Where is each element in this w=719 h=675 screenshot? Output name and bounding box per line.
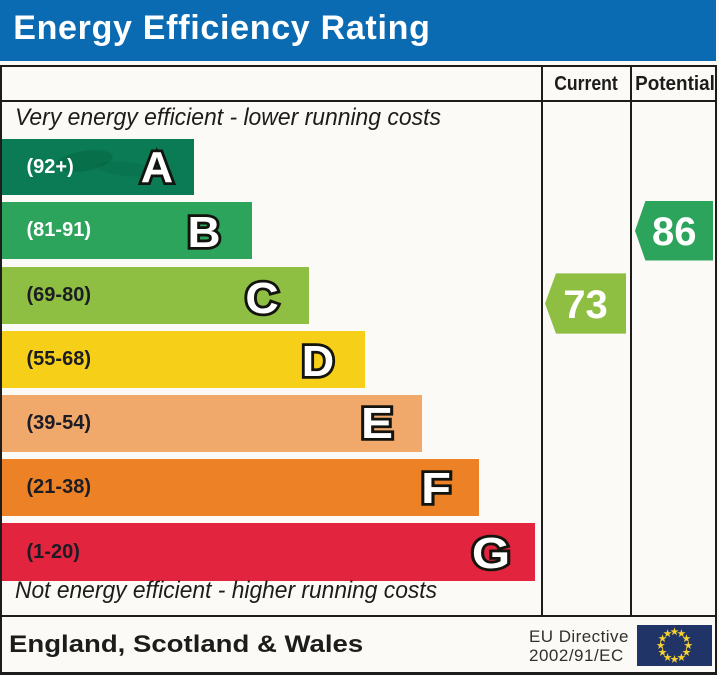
svg-text:F: F (421, 464, 451, 511)
svg-text:73: 73 (563, 283, 608, 327)
svg-text:C: C (245, 273, 278, 320)
svg-text:86: 86 (652, 210, 696, 254)
svg-text:B: B (188, 207, 221, 254)
svg-text:E: E (361, 398, 393, 445)
svg-text:A: A (140, 143, 172, 189)
svg-text:G: G (471, 528, 509, 575)
svg-text:D: D (302, 337, 334, 383)
